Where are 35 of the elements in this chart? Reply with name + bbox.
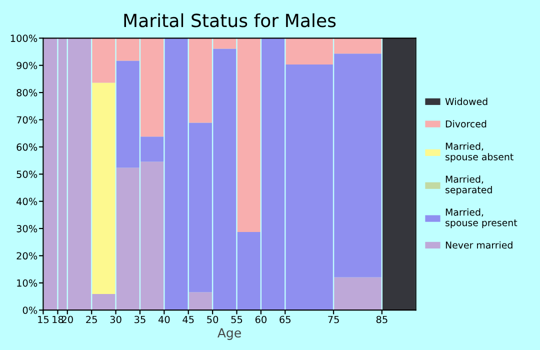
x-tick-label: 50 [207,316,218,324]
y-tick-label: 80% [16,89,38,96]
x-tick-label: 45 [182,316,194,324]
legend-label: Married, separated [446,175,492,196]
legend-label: Widowed [445,98,488,106]
y-tick-label: 70% [16,116,38,124]
legend-label: Married, spouse absent [446,142,514,162]
y-tick-label: 20% [16,252,38,260]
y-tick-label: 30% [16,224,38,232]
bar [188,292,212,310]
x-tick-label: 30 [110,316,122,324]
x-tick-label: 35 [134,316,146,324]
x-tick-label: 40 [158,316,170,324]
bar [92,82,116,294]
x-tick-label: 65 [280,316,290,324]
chart-title: Marital Status for Males [124,13,336,28]
y-tick-label: 90% [16,62,38,70]
x-tick-label: 20 [62,316,73,324]
x-tick-label: 85 [376,316,388,324]
x-tick-label: 75 [328,316,339,324]
legend-label: Divorced [446,120,486,128]
y-tick-label: 100% [10,34,38,42]
y-tick-label: 60% [16,143,38,151]
x-tick-label: 18 [52,316,64,324]
y-tick-label: 10% [17,279,38,287]
legend-label: Never married [446,241,512,249]
x-axis-title: Age [218,328,241,340]
legend-label: Married, spouse present [446,208,518,228]
x-tick-label: 25 [86,316,97,324]
y-tick-label: 50% [16,170,38,178]
y-tick-label: 0% [22,306,38,314]
x-tick-label: 55 [231,316,242,324]
x-tick-label: 15 [38,316,49,324]
x-tick-label: 60 [255,316,266,324]
y-tick-label: 40% [16,198,38,206]
